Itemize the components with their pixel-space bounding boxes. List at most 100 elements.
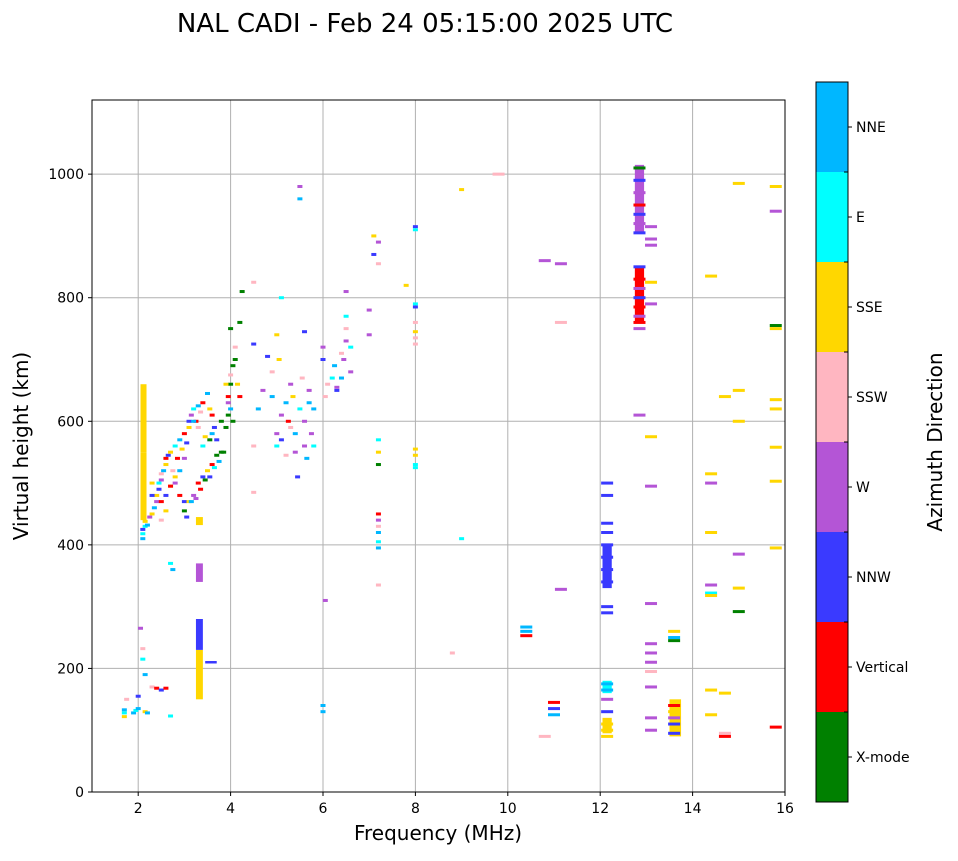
- echo-point: [412, 225, 418, 229]
- echo-point: [601, 710, 614, 714]
- echo-point: [168, 484, 174, 488]
- echo-point: [633, 166, 646, 170]
- echo-point: [292, 450, 298, 454]
- echo-point: [348, 345, 354, 349]
- echo-point: [633, 296, 646, 300]
- echo-band: [195, 649, 203, 700]
- echo-point: [343, 339, 349, 343]
- echo-point: [548, 713, 560, 717]
- echo-point: [297, 185, 303, 188]
- echo-point: [140, 532, 146, 536]
- echo-point: [154, 500, 160, 504]
- echo-point: [142, 673, 148, 677]
- echo-point: [548, 707, 560, 711]
- chart-title: NAL CADI - Feb 24 05:15:00 2025 UTC: [177, 9, 673, 39]
- echo-point: [142, 519, 148, 523]
- x-tick-label: 6: [319, 801, 328, 817]
- echo-point: [135, 694, 141, 698]
- echo-point: [412, 330, 418, 334]
- echo-point: [165, 453, 171, 457]
- echo-point: [237, 320, 243, 324]
- colorbar-swatch: [816, 352, 848, 442]
- colorbar-tick-label: SSW: [856, 390, 888, 406]
- echo-point: [168, 450, 174, 454]
- echo-point: [548, 700, 560, 704]
- echo-point: [633, 286, 646, 290]
- echo-point: [601, 734, 614, 738]
- echo-point: [601, 682, 614, 686]
- echo-point: [645, 670, 658, 674]
- echo-point: [601, 531, 614, 534]
- echo-point: [170, 469, 176, 473]
- echo-point: [769, 209, 782, 213]
- echo-point: [131, 711, 137, 715]
- echo-point: [121, 711, 127, 715]
- echo-point: [554, 320, 567, 324]
- echo-point: [297, 407, 303, 411]
- colorbar-swatch: [816, 622, 848, 712]
- x-tick-label: 16: [776, 801, 794, 817]
- echo-point: [412, 342, 418, 346]
- echo-point: [168, 714, 174, 718]
- echo-point: [228, 382, 234, 386]
- echo-point: [292, 432, 298, 436]
- echo-point: [163, 509, 169, 513]
- echo-point: [412, 466, 418, 470]
- echo-point: [230, 419, 236, 423]
- echo-point: [601, 605, 614, 609]
- echo-point: [668, 722, 681, 726]
- echo-point: [205, 391, 210, 395]
- echo-point: [188, 413, 194, 417]
- echo-point: [158, 518, 164, 522]
- echo-point: [705, 583, 718, 587]
- echo-point: [158, 478, 164, 482]
- echo-point: [225, 413, 231, 417]
- echo-point: [191, 407, 197, 411]
- echo-point: [341, 358, 347, 361]
- echo-point: [732, 552, 745, 556]
- echo-point: [195, 425, 201, 429]
- echo-point: [633, 320, 646, 324]
- echo-point: [195, 404, 201, 408]
- echo-point: [705, 531, 718, 534]
- echo-point: [601, 697, 614, 701]
- echo-point: [320, 345, 326, 349]
- echo-band: [205, 661, 217, 664]
- echo-point: [375, 546, 381, 550]
- echo-point: [198, 487, 204, 491]
- colorbar-label: Azimuth Direction: [923, 352, 947, 531]
- echo-point: [412, 305, 418, 309]
- echo-point: [251, 490, 257, 494]
- plot-frame: [91, 99, 786, 793]
- echo-point: [645, 716, 658, 720]
- echo-point: [306, 388, 312, 392]
- echo-point: [320, 710, 326, 714]
- colorbar-frame: [815, 81, 849, 803]
- x-tick-label: 2: [134, 801, 143, 817]
- echo-point: [195, 481, 201, 485]
- echo-point: [251, 342, 257, 346]
- colorbar-swatch: [816, 532, 848, 622]
- echo-point: [181, 456, 187, 460]
- data-marks: [121, 164, 782, 738]
- echo-point: [285, 419, 291, 423]
- colorbar-tick-label: W: [856, 480, 870, 496]
- echo-point: [459, 188, 465, 192]
- echo-point: [375, 540, 381, 544]
- echo-point: [329, 376, 335, 380]
- echo-point: [601, 611, 614, 615]
- echo-point: [645, 602, 658, 606]
- echo-point: [412, 453, 418, 457]
- echo-point: [154, 686, 160, 690]
- echo-point: [177, 469, 183, 473]
- echo-point: [633, 265, 646, 269]
- y-tick-label: 0: [75, 785, 84, 801]
- echo-point: [133, 708, 139, 712]
- echo-point: [255, 407, 261, 411]
- grid: [92, 100, 786, 793]
- echo-point: [412, 302, 418, 306]
- echo-point: [302, 444, 308, 448]
- echo-point: [235, 382, 241, 386]
- echo-point: [274, 444, 280, 448]
- y-tick-label: 600: [57, 414, 84, 430]
